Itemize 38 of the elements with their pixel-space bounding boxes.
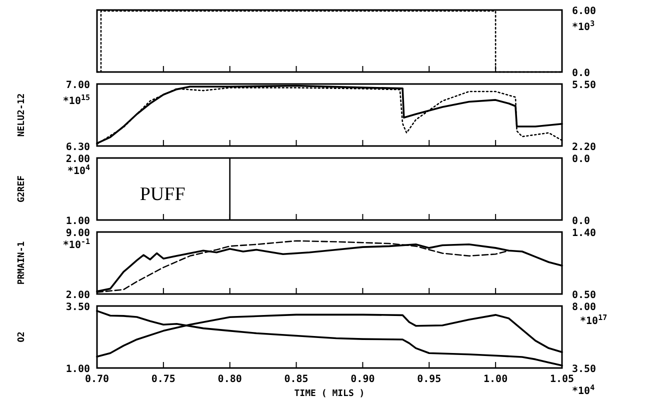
y2-tick-label: 0.0: [572, 68, 590, 79]
y-axis-title: G2REF: [17, 175, 27, 203]
y-tick-label: 7.00: [66, 80, 90, 91]
x-tick-label: 1.00: [484, 374, 508, 385]
x-tick-label: 0.90: [350, 374, 375, 385]
y-tick-label: 2.00: [66, 290, 90, 301]
y-tick-label: 2.00: [66, 154, 90, 165]
text: 0.0: [572, 216, 590, 227]
text: *10$^{17}$: [580, 312, 608, 327]
text: 0.0: [572, 154, 590, 165]
x-tick-label: 0.85: [284, 374, 308, 385]
y-axis-title: PRMAIN-1: [17, 241, 27, 285]
x-axis-title: TIME ( MILS ): [294, 389, 365, 399]
y-tick-label: 1.00: [66, 364, 90, 375]
y-tick-label: 3.50: [66, 302, 90, 313]
y2-tick-label: 0.50: [572, 290, 596, 301]
y-tick-label: 1.00: [66, 216, 90, 227]
x-tick-label: 0.75: [151, 374, 176, 385]
x-tick-label: 0.70: [84, 374, 110, 385]
y-axis-title: NELU2-12: [17, 93, 27, 137]
ref-line-label: PUFF: [140, 184, 186, 206]
text: *10$^{-1}$: [62, 236, 90, 251]
x-tick-label: 1.05: [550, 374, 574, 385]
text: *10$^{15}$: [62, 92, 90, 107]
x-tick-label: 0.95: [417, 374, 442, 385]
text: *10$^{3}$: [572, 18, 596, 33]
y2-tick-label: 6.00: [572, 6, 596, 17]
y2-tick-label: 8.00: [572, 302, 596, 313]
text: *10$^{4}$: [572, 382, 596, 397]
text: *10$^{4}$: [67, 162, 90, 177]
y2-tick-label: 3.50: [572, 364, 596, 375]
y-tick-label: 6.30: [66, 142, 90, 153]
y2-tick-label: 1.40: [572, 228, 596, 239]
y2-tick-label: 2.20: [572, 142, 596, 153]
y-axis-title: O2: [17, 332, 27, 342]
x-tick-label: 0.80: [218, 374, 242, 385]
y-tick-label: 9.00: [66, 228, 90, 239]
y2-tick-label: 5.50: [572, 80, 596, 91]
